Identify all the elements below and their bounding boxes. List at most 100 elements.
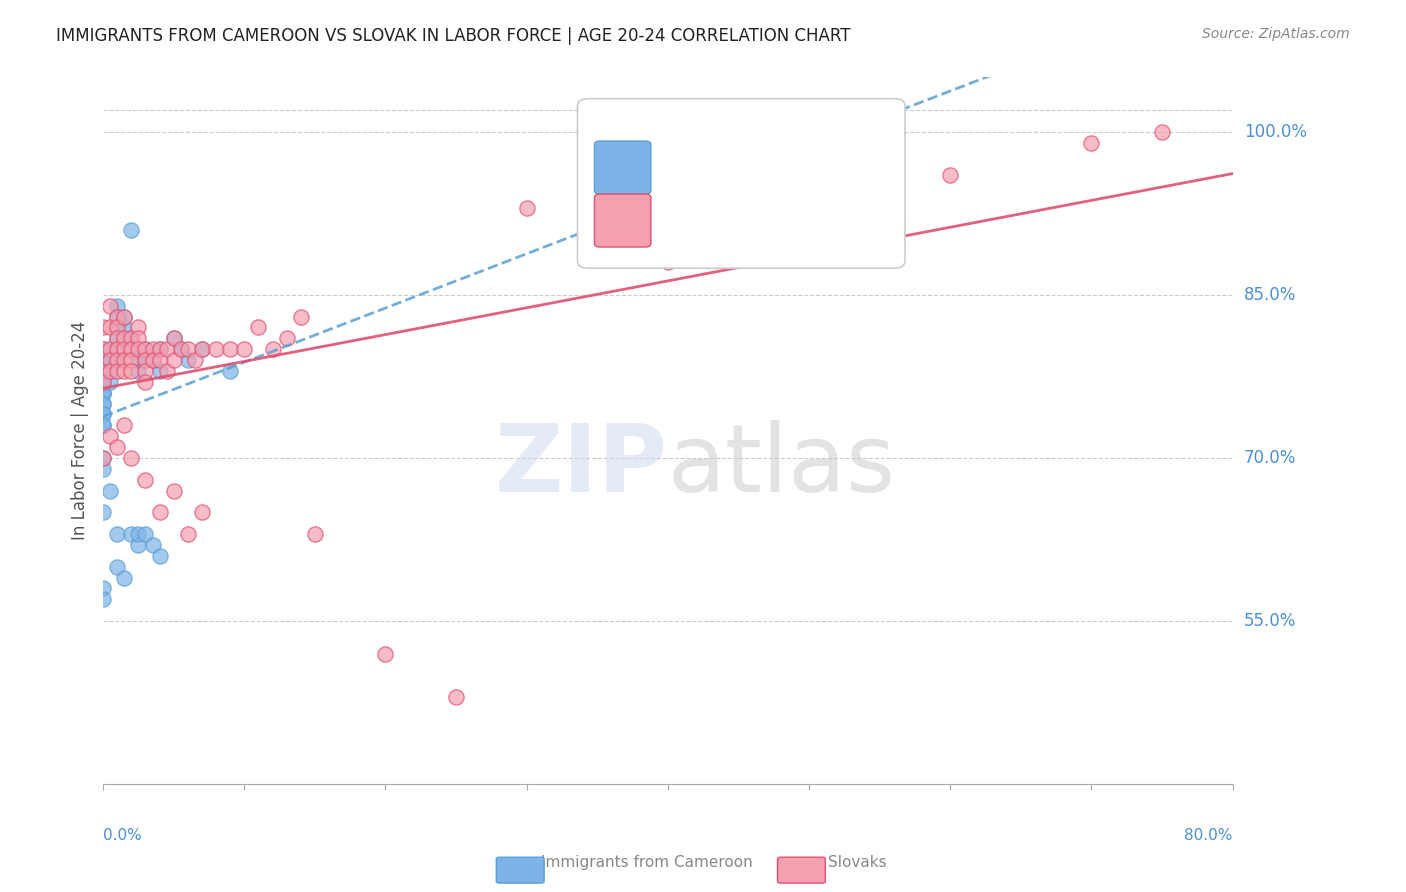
Point (134, 473, 156, 487)
Point (163, 353, 186, 368)
Point (112, 353, 135, 368)
Point (134, 353, 156, 368)
Point (105, 299, 128, 313)
Point (156, 364, 179, 378)
Point (134, 527, 156, 541)
Point (156, 342, 179, 356)
Point (91, 342, 114, 356)
Point (91, 375, 114, 389)
Point (177, 527, 200, 541)
Point (98, 429, 121, 443)
Point (1080, 136, 1102, 150)
Point (91, 418, 114, 433)
Point (184, 353, 207, 368)
Text: N = 57: N = 57 (786, 157, 853, 175)
Point (105, 440, 128, 454)
Point (91, 505, 114, 519)
Point (177, 353, 200, 368)
Point (304, 527, 326, 541)
Point (112, 331, 135, 345)
Point (149, 353, 172, 368)
Point (112, 570, 135, 584)
Point (797, 222, 820, 236)
Point (444, 690, 467, 704)
Text: R = 0.092: R = 0.092 (662, 157, 761, 175)
Point (91, 450, 114, 465)
Point (191, 505, 214, 519)
Point (105, 331, 128, 345)
Point (191, 342, 214, 356)
Point (149, 342, 172, 356)
Point (120, 222, 142, 236)
Point (112, 310, 135, 324)
Point (163, 331, 186, 345)
Point (134, 353, 156, 368)
Point (105, 364, 128, 378)
Point (170, 342, 193, 356)
FancyBboxPatch shape (595, 141, 651, 194)
Point (233, 342, 256, 356)
Point (91, 462, 114, 476)
Text: ZIP: ZIP (495, 420, 668, 512)
Text: N = 70: N = 70 (786, 210, 853, 227)
Point (98, 364, 121, 378)
Text: 100.0%: 100.0% (1244, 123, 1306, 141)
Point (105, 320, 128, 334)
Text: atlas: atlas (668, 420, 896, 512)
Point (91, 385, 114, 400)
Point (112, 364, 135, 378)
Point (91, 418, 114, 433)
Point (205, 342, 228, 356)
Point (262, 342, 284, 356)
Point (98, 299, 121, 313)
Point (91, 396, 114, 410)
Point (127, 320, 149, 334)
Text: R = 0.290: R = 0.290 (662, 210, 761, 227)
Point (120, 342, 142, 356)
Point (127, 364, 149, 378)
Point (134, 342, 156, 356)
Point (657, 255, 679, 269)
Point (127, 538, 149, 552)
Point (170, 342, 193, 356)
Point (91, 375, 114, 389)
Point (105, 310, 128, 324)
Point (91, 353, 114, 368)
Point (91, 385, 114, 400)
Point (91, 396, 114, 410)
Y-axis label: In Labor Force | Age 20-24: In Labor Force | Age 20-24 (72, 321, 89, 541)
Point (149, 364, 172, 378)
Point (134, 375, 156, 389)
Point (98, 483, 121, 498)
Point (586, 234, 609, 248)
Point (98, 353, 121, 368)
Text: IMMIGRANTS FROM CAMEROON VS SLOVAK IN LABOR FORCE | AGE 20-24 CORRELATION CHART: IMMIGRANTS FROM CAMEROON VS SLOVAK IN LA… (56, 27, 851, 45)
Point (105, 310, 128, 324)
Point (1150, 125, 1173, 139)
Text: Immigrants from Cameroon: Immigrants from Cameroon (541, 855, 752, 870)
Point (141, 342, 163, 356)
Point (247, 320, 270, 334)
Point (134, 364, 156, 378)
FancyBboxPatch shape (595, 194, 651, 247)
Point (91, 385, 114, 400)
Point (939, 169, 962, 183)
Point (91, 592, 114, 607)
Point (290, 310, 312, 324)
Point (120, 342, 142, 356)
Text: 55.0%: 55.0% (1244, 612, 1296, 630)
Point (91, 582, 114, 596)
Point (105, 331, 128, 345)
Point (141, 353, 163, 368)
Point (127, 527, 149, 541)
Point (134, 342, 156, 356)
Point (91, 320, 114, 334)
Point (98, 353, 121, 368)
Point (105, 342, 128, 356)
Point (105, 527, 128, 541)
Point (120, 331, 142, 345)
Point (91, 408, 114, 422)
Point (127, 342, 149, 356)
Point (191, 342, 214, 356)
Text: 80.0%: 80.0% (1184, 828, 1233, 843)
